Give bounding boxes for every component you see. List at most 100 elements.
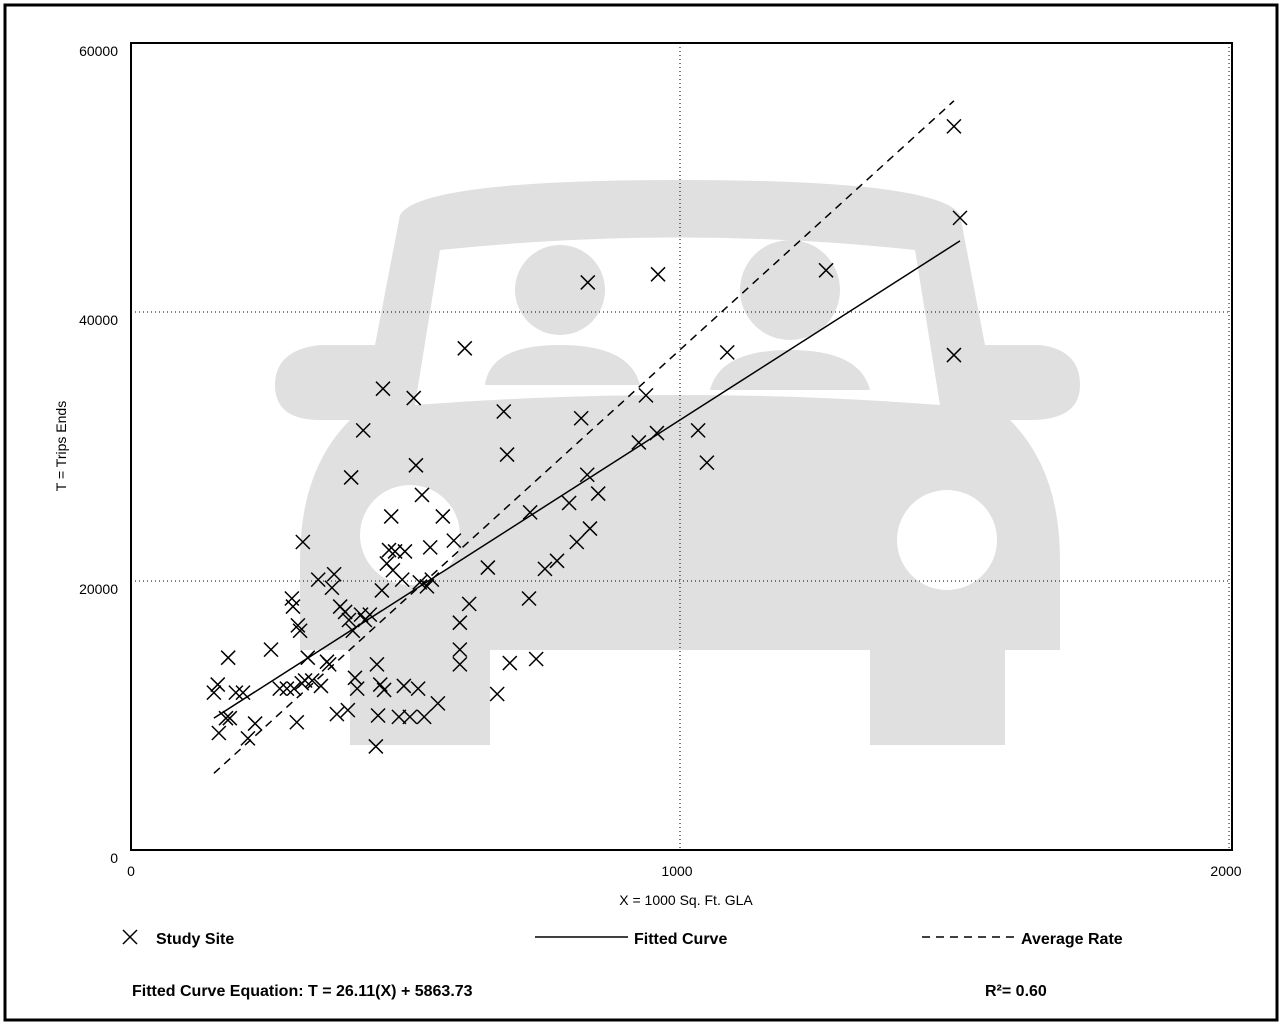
data-point — [220, 650, 236, 666]
data-point — [422, 539, 438, 555]
data-point — [286, 681, 302, 697]
data-point — [946, 118, 962, 134]
data-point — [580, 274, 596, 290]
data-point — [263, 642, 279, 658]
data-point — [631, 434, 647, 450]
data-point — [457, 340, 473, 356]
data-point — [206, 685, 222, 701]
data-point — [414, 487, 430, 503]
data-point — [375, 381, 391, 397]
data-point — [397, 543, 413, 559]
data-point — [343, 469, 359, 485]
data-point — [521, 590, 537, 607]
data-point — [496, 403, 512, 420]
data-point — [579, 467, 595, 483]
data-point — [690, 422, 706, 438]
data-point — [452, 642, 468, 658]
y-tick-label: 20000 — [79, 581, 118, 597]
data-point — [699, 455, 715, 471]
data-point — [446, 533, 462, 549]
data-point — [222, 710, 238, 726]
data-point — [402, 709, 418, 725]
data-point — [650, 266, 666, 282]
data-point — [394, 572, 410, 588]
y-axis-title: T = Trips Ends — [53, 401, 69, 491]
plot-border — [130, 42, 1233, 851]
data-point — [818, 262, 834, 278]
y-tick-label: 0 — [110, 850, 118, 866]
data-point — [295, 534, 311, 550]
data-point — [324, 580, 340, 596]
data-point — [376, 682, 392, 698]
data-point — [247, 716, 263, 732]
data-point — [406, 390, 422, 406]
data-point — [946, 347, 962, 363]
data-point — [292, 623, 308, 639]
legend-marker — [122, 929, 138, 945]
data-point — [297, 672, 313, 689]
data-point — [211, 725, 227, 741]
legend-label: Study Site — [156, 931, 234, 948]
data-point — [489, 686, 505, 702]
x-axis-title: X = 1000 Sq. Ft. GLA — [619, 892, 753, 908]
data-point — [290, 617, 306, 633]
x-tick-label: 0 — [127, 863, 135, 879]
data-point — [952, 210, 968, 226]
equation: Fitted Curve Equation: T = 26.11(X) + 58… — [132, 983, 473, 1000]
data-point — [313, 678, 329, 694]
x-tick-label: 1000 — [661, 863, 692, 879]
data-point — [430, 695, 446, 711]
data-point — [383, 508, 399, 524]
data-point — [582, 521, 598, 537]
data-point — [391, 709, 407, 725]
data-point — [310, 572, 326, 588]
plot — [206, 100, 968, 774]
legend-label: Fitted Curve — [634, 931, 727, 948]
data-point — [272, 681, 288, 697]
data-point — [285, 599, 301, 615]
data-point — [416, 709, 432, 725]
data-point — [355, 422, 371, 438]
data-point — [279, 681, 295, 697]
data-point — [638, 387, 654, 403]
data-point — [289, 714, 305, 730]
data-point — [719, 344, 735, 360]
data-point — [210, 677, 226, 693]
data-point — [381, 542, 397, 558]
data-point — [369, 656, 385, 672]
y-tick-label: 60000 — [79, 43, 118, 59]
data-point — [499, 447, 515, 463]
data-point — [408, 457, 424, 473]
data-point — [452, 615, 468, 631]
data-point — [480, 560, 496, 576]
data-point — [362, 607, 378, 623]
data-point — [410, 681, 426, 697]
data-point — [502, 655, 518, 671]
data-point — [435, 508, 451, 524]
data-point — [412, 574, 428, 590]
data-point — [569, 534, 585, 550]
data-point — [528, 651, 544, 667]
data-point — [452, 656, 468, 672]
data-point — [461, 596, 477, 612]
x-tick-label: 2000 — [1210, 863, 1241, 879]
data-point — [329, 706, 345, 722]
data-point — [321, 656, 337, 672]
data-point — [537, 561, 553, 577]
data-point — [228, 685, 244, 701]
data-point — [304, 672, 320, 689]
data-point — [573, 410, 589, 426]
data-point — [349, 681, 365, 697]
data-point — [340, 702, 356, 718]
fit-line — [213, 240, 961, 719]
r-squared: R²= 0.60 — [985, 983, 1047, 1000]
y-tick-label: 40000 — [79, 312, 118, 328]
data-point — [337, 604, 353, 620]
data-point — [240, 730, 256, 746]
fit-line — [213, 100, 955, 774]
data-point — [341, 612, 357, 628]
data-point — [590, 486, 606, 502]
data-point — [370, 707, 386, 724]
data-point — [374, 582, 390, 598]
